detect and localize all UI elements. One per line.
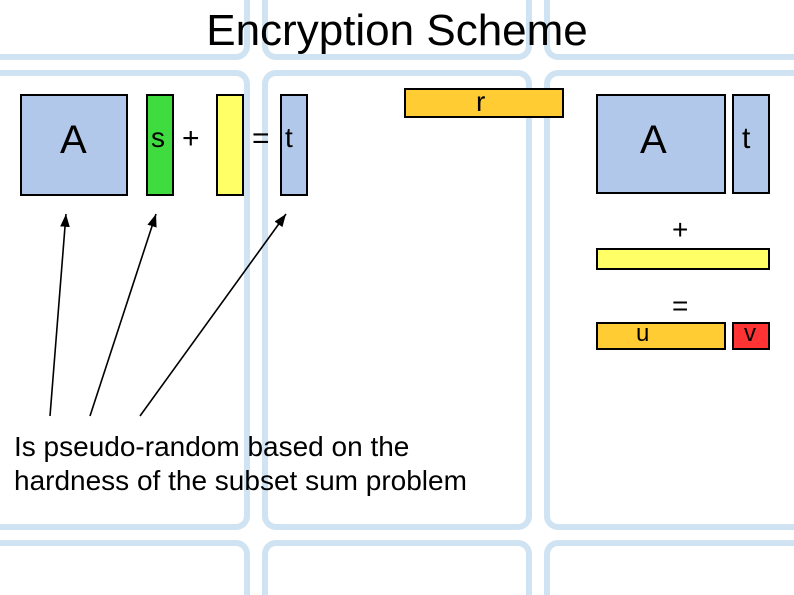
- box-eq_gap: [216, 94, 244, 196]
- label-eq_r: =: [672, 290, 688, 322]
- label-A_right: A: [640, 118, 667, 163]
- box-t_right: [732, 94, 770, 194]
- label-t_right: t: [742, 122, 750, 156]
- bg-panel: [262, 540, 532, 595]
- label-plus_l: +: [182, 122, 200, 156]
- note-line2: hardness of the subset sum problem: [14, 465, 467, 496]
- label-s: s: [151, 122, 165, 154]
- bg-panel: [544, 540, 794, 595]
- footer-note: Is pseudo-random based on the hardness o…: [14, 430, 467, 497]
- slide: Encryption Scheme As + = t r At + = u v Is pseudo…: [0, 0, 794, 595]
- label-eq_l: =: [252, 122, 270, 156]
- label-r: r: [476, 86, 485, 118]
- bg-panel: [0, 540, 250, 595]
- label-plus_r: +: [672, 214, 688, 246]
- label-A_left: A: [60, 118, 87, 163]
- label-t_left: t: [285, 122, 293, 154]
- slide-title: Encryption Scheme: [0, 6, 794, 56]
- label-u: u: [636, 320, 649, 348]
- box-u: [596, 322, 726, 350]
- note-line1: Is pseudo-random based on the: [14, 431, 409, 462]
- label-v: v: [744, 320, 756, 348]
- box-plus_bar: [596, 248, 770, 270]
